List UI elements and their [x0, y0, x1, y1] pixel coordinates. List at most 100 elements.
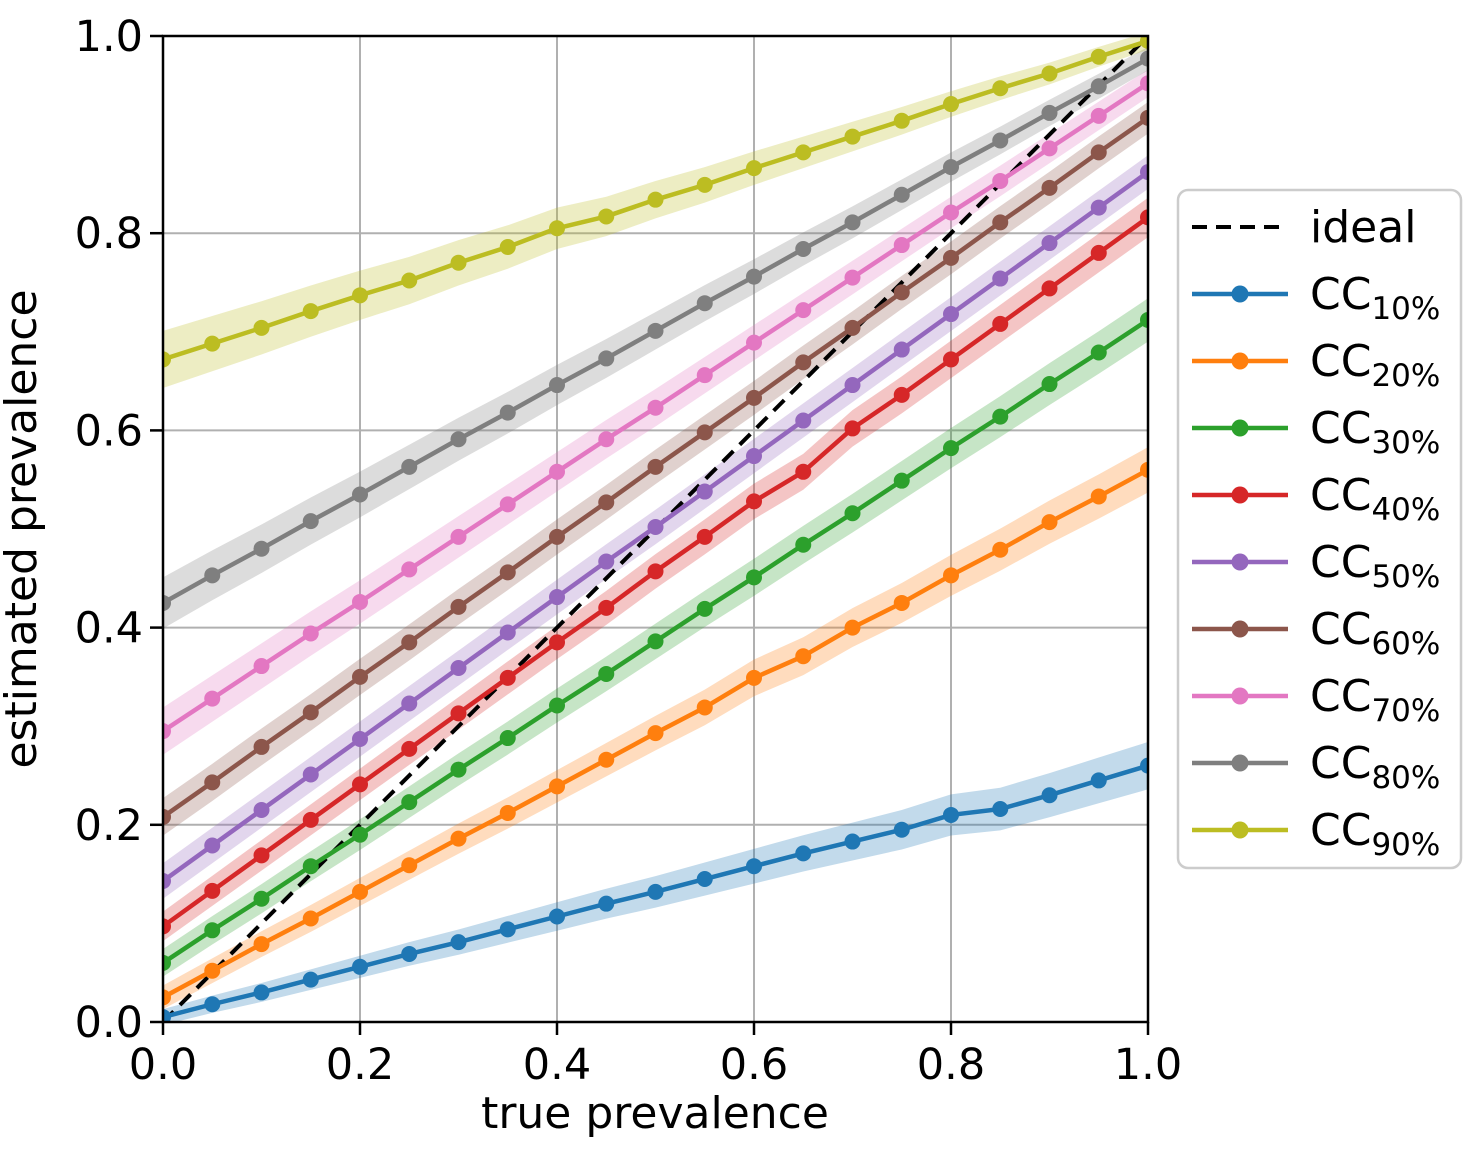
- data-point-marker: [204, 996, 221, 1013]
- data-point-marker: [943, 306, 959, 323]
- data-point-marker: [746, 448, 762, 465]
- data-point-marker: [253, 936, 270, 953]
- data-point-marker: [204, 837, 221, 854]
- y-tick-label: 0.4: [75, 604, 143, 654]
- data-point-marker: [844, 833, 861, 850]
- data-point-marker: [598, 431, 615, 448]
- legend-label-cc-70%: CC70%: [1310, 671, 1440, 729]
- data-point-marker: [647, 633, 664, 650]
- data-point-marker: [647, 883, 664, 900]
- data-point-marker: [893, 386, 910, 403]
- data-point-marker: [795, 845, 812, 862]
- series-cc-50%: [163, 164, 1148, 889]
- data-point-marker: [844, 420, 861, 437]
- data-point-marker: [204, 882, 221, 899]
- data-point-marker: [844, 377, 861, 394]
- data-point-marker: [746, 569, 762, 586]
- data-point-marker: [943, 249, 959, 266]
- data-point-marker: [163, 989, 171, 1006]
- data-point-marker: [647, 725, 664, 742]
- data-point-marker: [163, 1009, 171, 1022]
- data-point-marker: [746, 389, 762, 406]
- series-cc-70%: [163, 75, 1148, 740]
- data-point-marker: [549, 220, 565, 237]
- legend-marker: [1231, 620, 1249, 638]
- data-point-marker: [943, 440, 959, 457]
- data-point-marker: [893, 186, 910, 203]
- data-point-marker: [1041, 787, 1058, 804]
- series-cc-10%: [163, 757, 1148, 1022]
- data-point-marker: [598, 895, 615, 912]
- data-point-marker: [253, 984, 270, 1001]
- y-tick-label: 0.0: [75, 998, 143, 1048]
- data-point-marker: [352, 883, 368, 900]
- x-tick-label: 0.6: [720, 1040, 788, 1090]
- data-point-marker: [549, 778, 565, 795]
- legend-marker: [1231, 486, 1249, 504]
- data-point-marker: [352, 668, 368, 685]
- legend-marker: [1231, 821, 1249, 839]
- x-tick-label: 0.8: [917, 1040, 985, 1090]
- data-point-marker: [163, 351, 171, 368]
- data-point-marker: [450, 254, 467, 271]
- data-point-marker: [1041, 514, 1058, 531]
- x-axis-label: true prevalence: [481, 1088, 829, 1139]
- data-point-marker: [795, 302, 812, 319]
- data-point-marker: [893, 237, 910, 254]
- data-point-marker: [1090, 199, 1107, 216]
- legend-marker: [1231, 419, 1249, 437]
- data-point-marker: [1041, 104, 1058, 121]
- data-point-marker: [401, 634, 418, 651]
- data-point-marker: [893, 341, 910, 358]
- axes-spines: [161, 34, 1150, 1024]
- data-point-marker: [401, 695, 418, 712]
- data-point-marker: [647, 458, 664, 475]
- y-tick-label: 0.2: [75, 801, 143, 851]
- data-point-marker: [943, 567, 959, 584]
- data-point-marker: [992, 315, 1009, 332]
- data-point-marker: [499, 496, 516, 513]
- data-point-marker: [844, 319, 861, 336]
- data-point-marker: [499, 624, 516, 641]
- data-point-marker: [696, 295, 713, 312]
- legend-marker: [1231, 553, 1249, 571]
- data-point-marker: [647, 191, 664, 208]
- data-point-marker: [1140, 50, 1148, 67]
- data-point-marker: [163, 808, 171, 825]
- data-point-marker: [647, 322, 664, 339]
- data-point-marker: [302, 303, 319, 320]
- data-point-marker: [302, 704, 319, 721]
- data-point-marker: [204, 690, 221, 707]
- data-point-marker: [253, 802, 270, 819]
- data-point-marker: [598, 494, 615, 511]
- data-point-marker: [549, 377, 565, 394]
- data-point-marker: [746, 493, 762, 510]
- legend-label-cc-40%: CC40%: [1310, 470, 1440, 528]
- data-point-marker: [746, 268, 762, 285]
- data-point-marker: [746, 669, 762, 686]
- data-point-marker: [844, 269, 861, 286]
- data-point-marker: [499, 404, 516, 421]
- data-point-marker: [163, 723, 171, 740]
- data-point-marker: [401, 561, 418, 578]
- legend-marker: [1231, 754, 1249, 772]
- data-point-marker: [1090, 488, 1107, 505]
- data-point-marker: [253, 890, 270, 907]
- legend-label-cc-50%: CC50%: [1310, 537, 1440, 595]
- data-point-marker: [992, 172, 1009, 189]
- data-point-marker: [696, 528, 713, 545]
- data-point-marker: [253, 540, 270, 557]
- data-point-marker: [450, 598, 467, 615]
- data-point-marker: [598, 599, 615, 616]
- data-point-marker: [1041, 179, 1058, 196]
- data-point-marker: [352, 958, 368, 975]
- data-point-marker: [1041, 65, 1058, 82]
- legend-label-cc-10%: CC10%: [1310, 269, 1440, 327]
- y-tick-label: 1.0: [75, 12, 143, 62]
- data-point-marker: [943, 159, 959, 176]
- data-point-marker: [1140, 36, 1148, 49]
- data-point-marker: [992, 408, 1009, 425]
- data-point-marker: [401, 945, 418, 962]
- legend-label-cc-80%: CC80%: [1310, 738, 1440, 796]
